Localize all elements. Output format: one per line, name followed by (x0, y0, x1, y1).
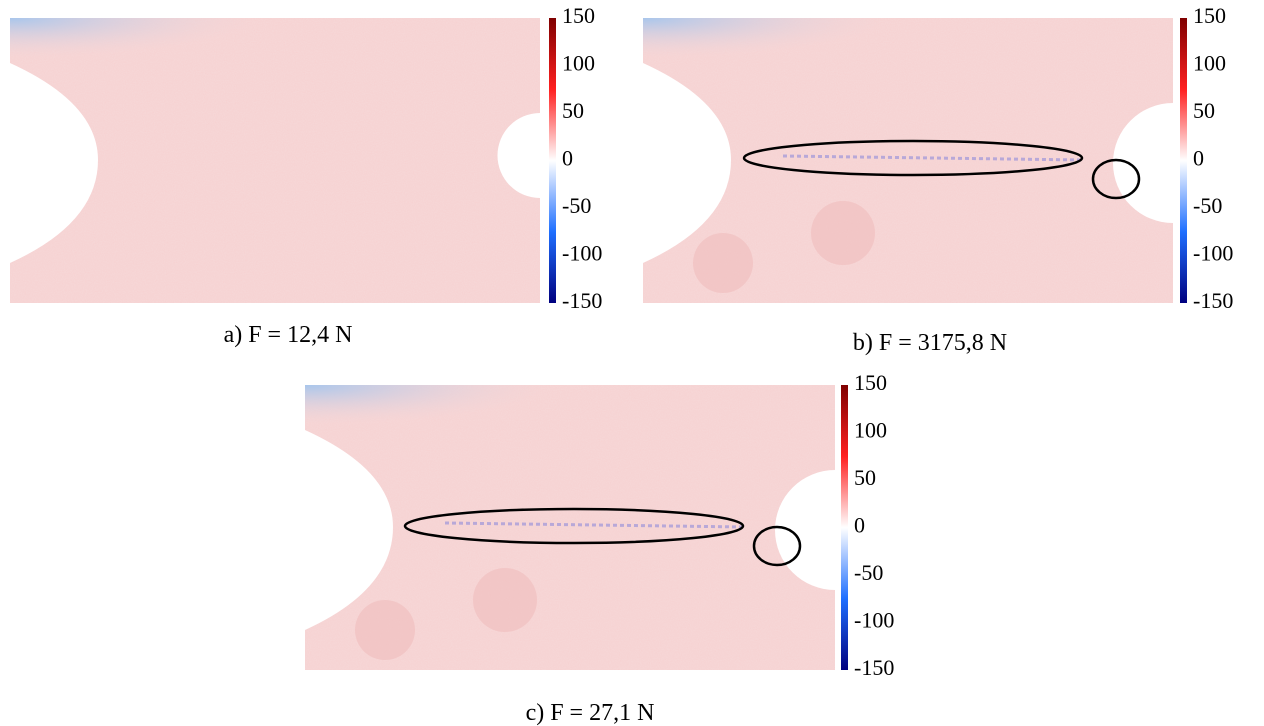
colorbar-tick-label: -100 (1193, 241, 1233, 266)
colorbar-tick-label: -100 (854, 608, 894, 633)
colorbar-tick-label: 0 (1193, 146, 1204, 171)
highlight-circle (752, 525, 802, 567)
colorbar-tick-label: -50 (1193, 193, 1222, 218)
colorbar (841, 385, 848, 670)
colorbar-tick-label: 100 (562, 51, 595, 76)
colorbar-tick-label: 0 (854, 513, 865, 538)
colorbar-tick-label: 50 (562, 98, 584, 123)
strain-map-c (305, 385, 835, 670)
colorbar-tick-label: -150 (562, 288, 602, 313)
colorbar-tick-label: 150 (1193, 3, 1226, 28)
colorbar-tick-label: -50 (854, 560, 883, 585)
caption: a) F = 12,4 N (224, 322, 353, 348)
colorbar-tick-label: 150 (854, 370, 887, 395)
strain-map-b (643, 18, 1173, 303)
highlight-ellipse (403, 507, 745, 545)
colorbar-tick-label: 50 (854, 465, 876, 490)
highlight-ellipse (742, 139, 1084, 177)
strain-map-a (10, 18, 540, 303)
colorbar-tick-label: -50 (562, 193, 591, 218)
colorbar (549, 18, 556, 303)
colorbar-tick-label: 100 (1193, 51, 1226, 76)
colorbar-tick-label: 0 (562, 146, 573, 171)
colorbar-tick-label: 100 (854, 418, 887, 443)
colorbar-tick-label: -100 (562, 241, 602, 266)
colorbar-tick-label: -150 (1193, 288, 1233, 313)
colorbar (1180, 18, 1187, 303)
colorbar-tick-label: 50 (1193, 98, 1215, 123)
colorbar-tick-label: -150 (854, 655, 894, 680)
colorbar-tick-label: 150 (562, 3, 595, 28)
caption: b) F = 3175,8 N (853, 330, 1007, 356)
highlight-circle (1091, 158, 1141, 200)
caption: c) F = 27,1 N (526, 700, 655, 726)
